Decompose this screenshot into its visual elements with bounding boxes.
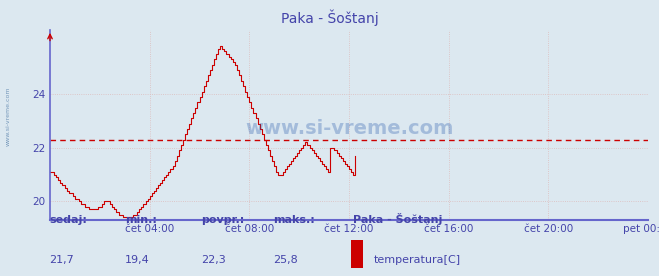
Text: temperatura[C]: temperatura[C] bbox=[374, 255, 461, 265]
Text: 22,3: 22,3 bbox=[201, 255, 226, 265]
Text: 19,4: 19,4 bbox=[125, 255, 150, 265]
Text: Paka - Šoštanj: Paka - Šoštanj bbox=[353, 213, 442, 225]
Text: sedaj:: sedaj: bbox=[49, 215, 87, 225]
Text: 21,7: 21,7 bbox=[49, 255, 74, 265]
Text: www.si-vreme.com: www.si-vreme.com bbox=[5, 86, 11, 146]
Text: maks.:: maks.: bbox=[273, 215, 315, 225]
Text: povpr.:: povpr.: bbox=[201, 215, 244, 225]
Text: Paka - Šoštanj: Paka - Šoštanj bbox=[281, 10, 378, 26]
Text: min.:: min.: bbox=[125, 215, 157, 225]
Text: www.si-vreme.com: www.si-vreme.com bbox=[244, 119, 453, 138]
Text: 25,8: 25,8 bbox=[273, 255, 299, 265]
